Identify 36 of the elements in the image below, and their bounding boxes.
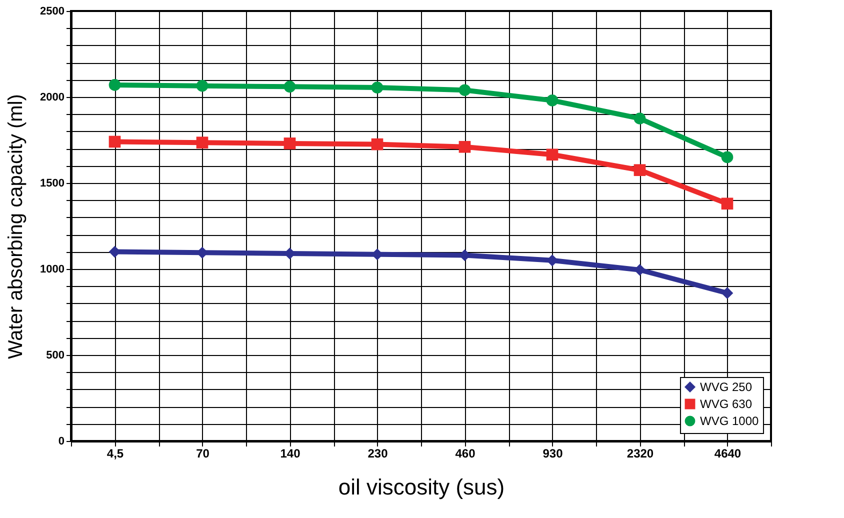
y-tick-label: 1000 bbox=[40, 264, 64, 276]
x-tick-label: 230 bbox=[368, 446, 388, 460]
y-tick-label: 0 bbox=[58, 436, 64, 448]
point bbox=[284, 138, 296, 150]
legend-label: WVG 250 bbox=[700, 380, 752, 394]
y-tick-label: 2000 bbox=[40, 92, 64, 104]
point bbox=[458, 84, 471, 96]
point bbox=[634, 164, 646, 176]
y-tick-label: 500 bbox=[46, 350, 64, 362]
x-axis-title: oil viscosity (sus) bbox=[338, 474, 505, 500]
point bbox=[371, 82, 384, 94]
point bbox=[108, 79, 121, 91]
x-tick-label: 4640 bbox=[714, 446, 742, 460]
point bbox=[546, 94, 558, 106]
point bbox=[371, 138, 384, 150]
y-tick-label: 1500 bbox=[40, 178, 64, 190]
x-tick-label: 2320 bbox=[626, 446, 654, 460]
point bbox=[196, 136, 208, 148]
point bbox=[196, 80, 208, 92]
x-tick-label: 460 bbox=[455, 446, 476, 460]
point bbox=[284, 80, 296, 93]
point bbox=[721, 198, 734, 210]
x-tick-label: 4,5 bbox=[106, 446, 124, 460]
point bbox=[458, 140, 471, 153]
legend-label: WVG 630 bbox=[700, 397, 752, 411]
point bbox=[721, 287, 734, 299]
x-tick-label: 70 bbox=[196, 446, 210, 460]
y-tick-label: 2500 bbox=[40, 6, 64, 18]
x-tick-label: 930 bbox=[542, 446, 564, 460]
legend-label: WVG 1000 bbox=[700, 414, 760, 428]
x-tick-label: 140 bbox=[280, 446, 301, 460]
point bbox=[634, 112, 646, 124]
y-axis-title: Water absorbing capacity (ml) bbox=[5, 94, 28, 359]
point bbox=[721, 151, 734, 164]
point bbox=[108, 136, 121, 148]
point bbox=[546, 148, 558, 161]
